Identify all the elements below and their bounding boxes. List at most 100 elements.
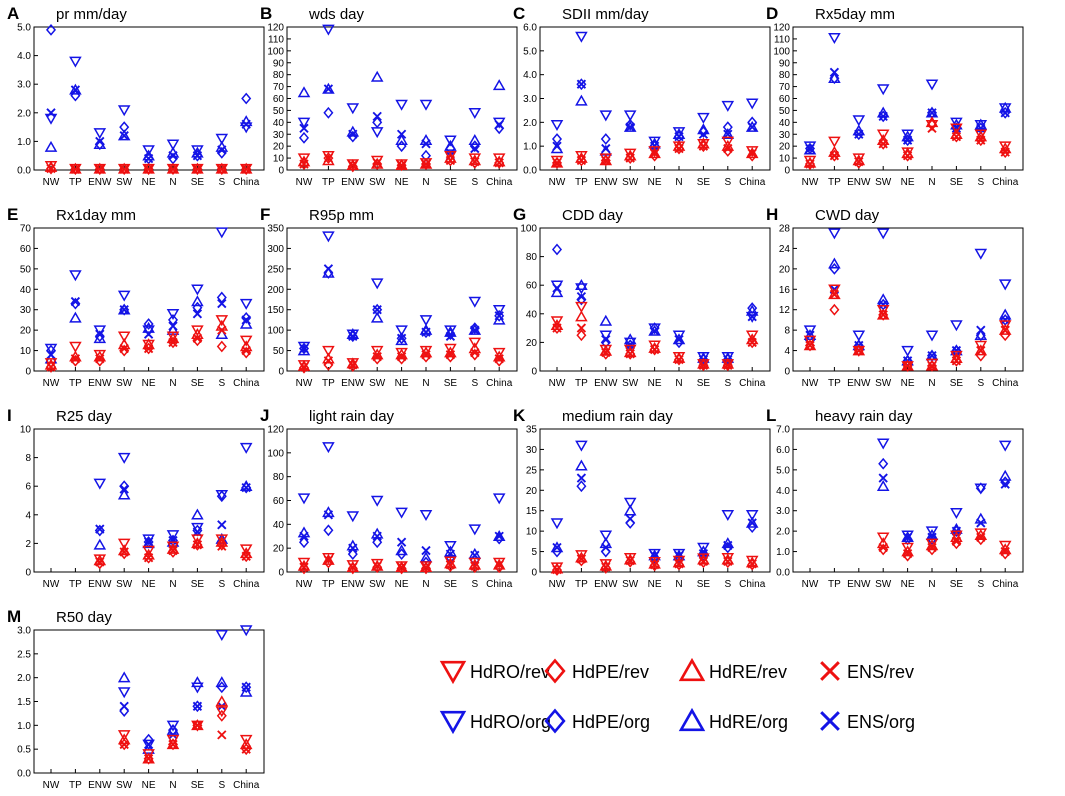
- data-point-hdre-org-s: [721, 127, 735, 139]
- x-tick-label: N: [928, 378, 935, 389]
- y-tick-label: 7.0: [776, 425, 790, 436]
- data-point-hdro-rev-china: [998, 141, 1012, 153]
- data-point-ens-rev-ne: [902, 548, 913, 559]
- data-point-ens-rev-sw: [625, 349, 635, 359]
- data-point-ens-org-n: [168, 730, 178, 740]
- data-point-hdpe-rev-n: [420, 350, 432, 363]
- y-tick-label: 30: [779, 130, 791, 141]
- data-point-hdpe-org-china: [241, 92, 252, 105]
- legend-label: HdRO/rev: [470, 662, 550, 682]
- data-point-ens-rev-nw: [46, 163, 56, 174]
- x-tick-label: SW: [622, 378, 639, 389]
- panel-m-r50: M R50 day 0.0 0.5 1.0 1.5 2.0 2.5 3.0 NW TP ENW SW NE…: [7, 607, 265, 791]
- data-point-ens-rev-n: [168, 164, 178, 174]
- data-point-ens-rev-enw: [854, 156, 864, 167]
- data-point-ens-rev-s: [217, 541, 227, 551]
- data-point-ens-org-tp: [323, 84, 334, 94]
- data-point-hdre-org-sw: [370, 311, 384, 323]
- series-ens-rev: [46, 325, 251, 372]
- data-point-ens-rev-china: [747, 337, 757, 348]
- data-point-ens-org-enw: [95, 329, 105, 339]
- y-tick-label: 10: [20, 425, 32, 436]
- data-point-hdro-org-sw: [876, 84, 890, 96]
- data-point-hdpe-org-enw: [600, 133, 611, 145]
- data-point-ens-rev-sw: [625, 555, 635, 566]
- data-point-hdro-org-sw: [623, 110, 637, 122]
- x-tick-label: ENW: [88, 780, 112, 791]
- data-point-ens-rev-nw: [299, 562, 309, 572]
- data-point-hdre-org-s: [468, 133, 482, 145]
- data-point-hdro-rev-china: [745, 330, 759, 342]
- y-tick-label: 20: [273, 142, 285, 153]
- y-tick-label: 0: [278, 166, 284, 177]
- panel-title: SDII mm/day: [562, 6, 649, 23]
- y-tick-label: 110: [268, 34, 284, 45]
- data-point-hdro-org-china: [998, 440, 1012, 452]
- data-point-hdro-org-s: [974, 248, 988, 260]
- x-tick-label: S: [977, 579, 984, 590]
- data-point-hdro-org-sw: [370, 278, 384, 290]
- y-tick-label: 200: [267, 285, 284, 296]
- x-tick-label: S: [218, 579, 225, 590]
- data-point-hdre-org-sw: [117, 303, 131, 315]
- y-tick-label: 4.0: [17, 51, 31, 62]
- data-point-hdro-rev-s: [721, 136, 735, 148]
- x-tick-label: N: [169, 579, 176, 590]
- data-point-hdro-org-ne: [648, 136, 661, 148]
- data-point-hdro-org-s: [721, 510, 735, 522]
- data-point-ens-org-tp: [576, 473, 587, 483]
- y-tick-label: 70: [20, 224, 32, 235]
- data-point-hdro-org-sw: [117, 687, 131, 699]
- data-point-ens-rev-n: [168, 739, 178, 750]
- data-point-ens-rev-enw: [95, 164, 105, 174]
- data-point-ens-rev-ne: [396, 562, 407, 572]
- data-point-hdro-rev-sw: [876, 532, 890, 544]
- data-point-ens-org-china: [241, 315, 251, 325]
- data-point-ens-rev-se: [445, 560, 456, 570]
- data-point-ens-org-nw: [805, 143, 815, 154]
- x-tick-label: NE: [901, 378, 915, 389]
- data-point-ens-rev-s: [217, 730, 227, 740]
- panel-title: pr mm/day: [56, 6, 127, 23]
- x-tick-label: ENW: [341, 177, 365, 188]
- x-tick-label: SE: [191, 780, 205, 791]
- x-tick-label: SW: [875, 378, 892, 389]
- data-point-hdre-rev-nw: [550, 156, 564, 168]
- data-point-ens-rev-tp: [323, 356, 334, 366]
- x-tick-label: S: [724, 378, 731, 389]
- y-tick-label: 1.0: [523, 142, 537, 153]
- panel-letter: C: [513, 4, 525, 23]
- series-hdro-org: [297, 24, 506, 147]
- series-hdro-org: [550, 440, 759, 560]
- x-tick-label: SE: [950, 378, 964, 389]
- data-point-ens-org-s: [470, 143, 480, 154]
- y-tick-label: 5.0: [17, 23, 31, 34]
- x-tick-label: NW: [802, 177, 819, 188]
- data-point-hdpe-rev-ne: [902, 549, 913, 562]
- x-tick-label: SE: [444, 177, 458, 188]
- data-point-hdpe-org-tp: [323, 524, 334, 537]
- y-tick-label: 5.0: [523, 46, 537, 57]
- x-tick-label: SE: [191, 177, 205, 188]
- data-point-ens-org-n: [674, 550, 684, 561]
- triangle-up-icon: [678, 707, 706, 732]
- data-point-hdro-org-tp: [575, 440, 588, 452]
- data-point-hdpe-rev-tp: [576, 329, 587, 342]
- data-point-ens-org-ne: [396, 333, 407, 343]
- data-point-hdre-org-enw: [599, 314, 613, 326]
- x-tick-label: TP: [575, 579, 588, 590]
- data-point-hdpe-rev-s: [975, 533, 986, 546]
- data-point-hdro-org-enw: [346, 103, 360, 115]
- data-point-hdro-rev-china: [492, 153, 506, 165]
- x-tick-label: N: [675, 378, 682, 389]
- data-point-ens-rev-sw: [878, 542, 888, 553]
- y-tick-label: 90: [273, 58, 285, 69]
- x-tick-label: N: [422, 177, 429, 188]
- data-point-hdro-rev-tp: [322, 345, 335, 357]
- data-point-ens-org-enw: [348, 129, 358, 139]
- data-point-hdre-org-sw: [876, 479, 890, 491]
- series-ens-rev: [299, 347, 504, 372]
- y-tick-label: 50: [779, 106, 791, 117]
- diamond-icon: [544, 708, 566, 734]
